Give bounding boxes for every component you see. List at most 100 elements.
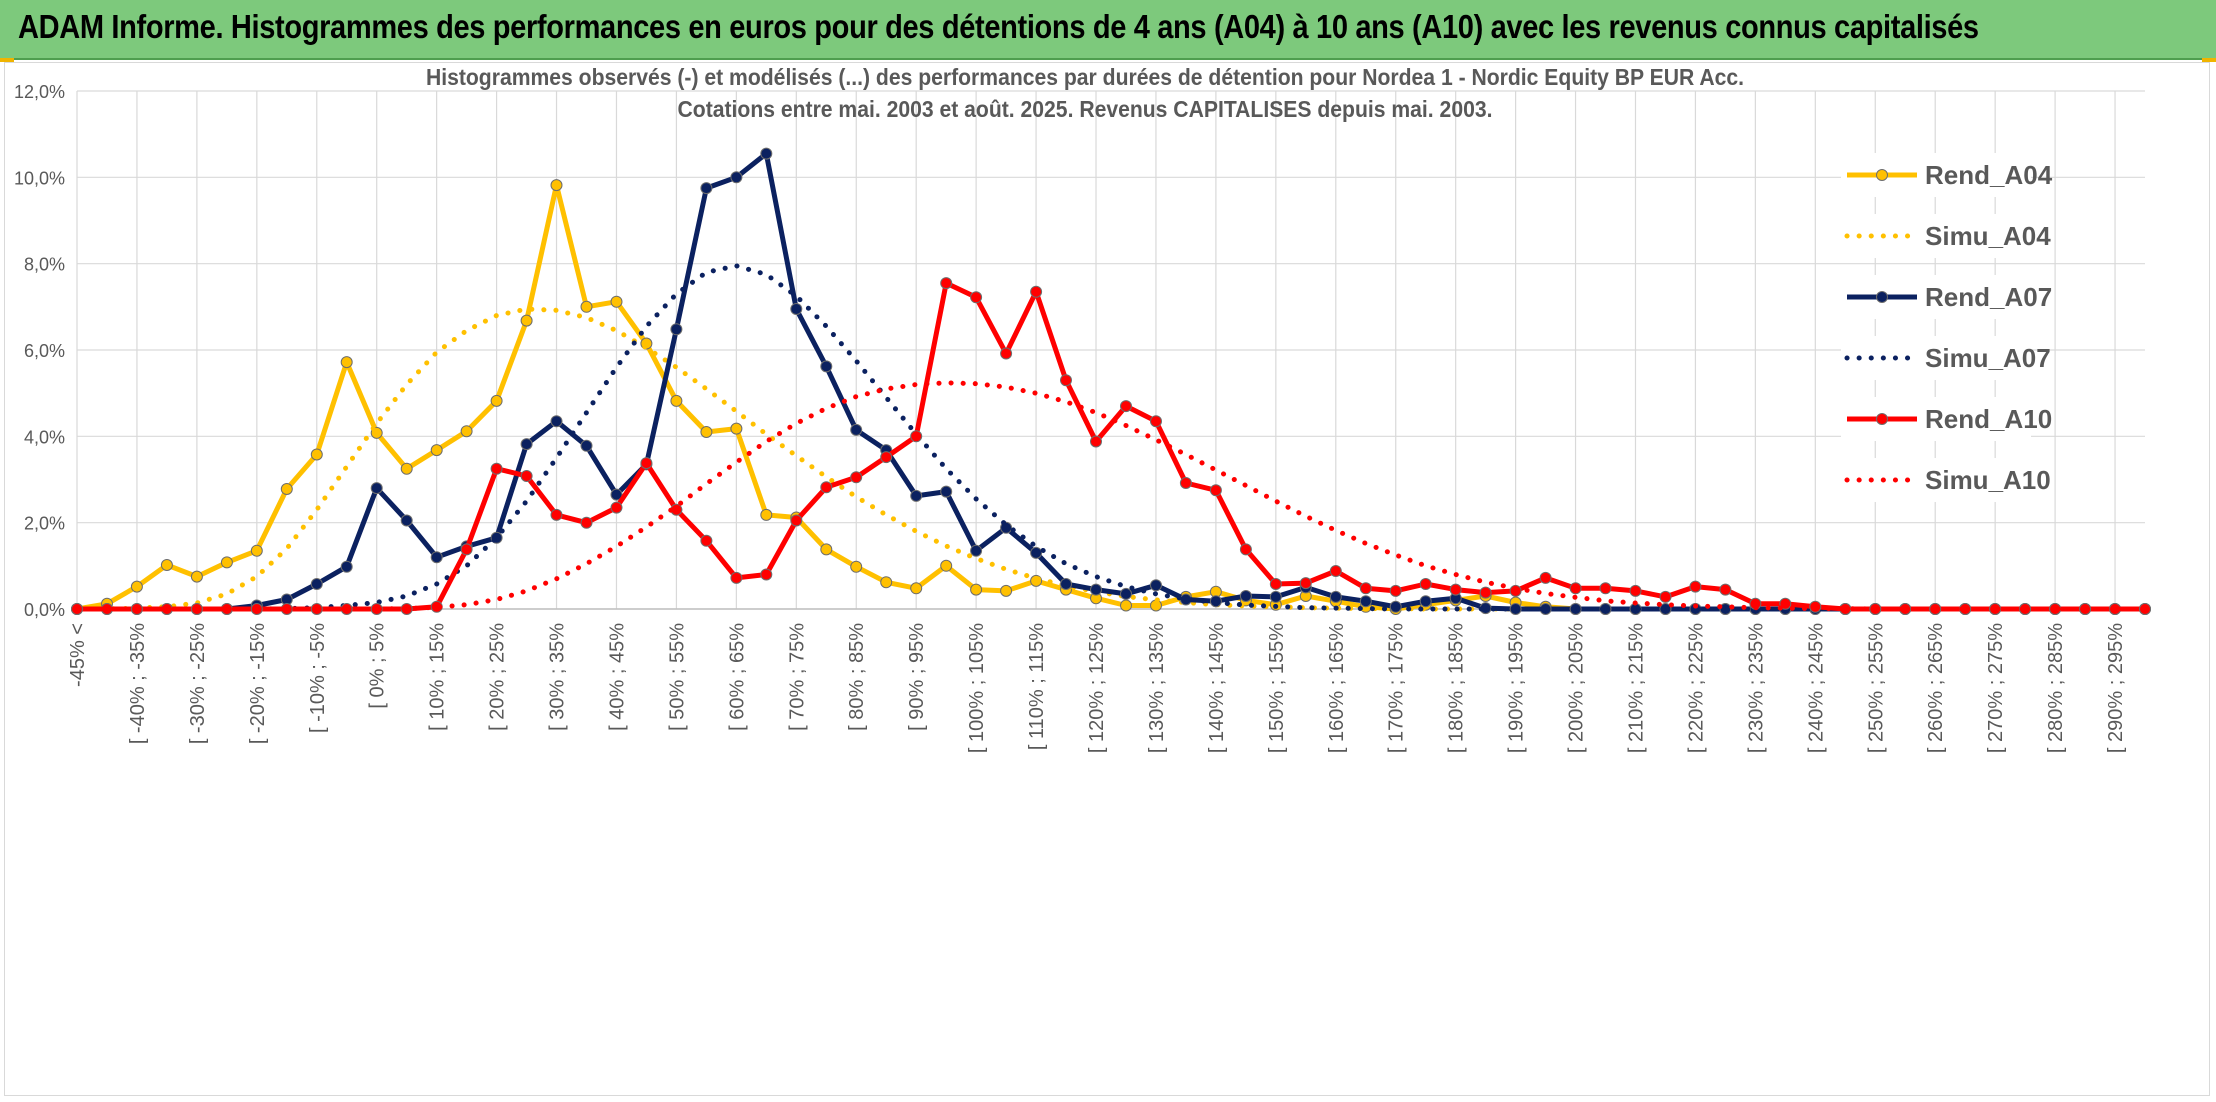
rend-a07-marker — [400, 514, 413, 527]
x-tick-label: [ 290% ; 295% — [2105, 623, 2127, 753]
series-layer — [71, 147, 2151, 615]
x-tick-label: [ 240% ; 245% — [1805, 623, 1827, 753]
rend-a07-marker — [370, 482, 383, 495]
y-axis-ticks: 0,0% 2,0% 4,0% 6,0% 8,0% 10,0% 12,0% — [14, 82, 65, 620]
rend-a10-marker — [880, 451, 893, 464]
chart-frame: 0,0% 2,0% 4,0% 6,0% 8,0% 10,0% 12,0% -45% < [ -… — [4, 62, 2210, 1096]
x-tick-label: [ 190% ; 195% — [1506, 623, 1528, 753]
rend-a07-marker — [310, 578, 323, 590]
rend-a07-marker — [1030, 546, 1043, 559]
legend-rend-a10-label: Rend_A10 — [1925, 404, 2052, 434]
rend-a10-marker — [760, 568, 773, 581]
rend-a10-marker — [1030, 285, 1043, 298]
simu-a07-line — [74, 263, 2148, 612]
rend-a10-marker — [520, 470, 533, 482]
rend-a10-marker — [460, 543, 473, 556]
y-tick-label: 4,0% — [24, 427, 65, 447]
rend-a10-marker — [1539, 571, 1552, 584]
rend-a10-marker — [1449, 583, 1462, 596]
rend-a04-marker — [970, 583, 983, 596]
legend: Rend_A04 Simu_A04 Rend_A07 Simu_A07 Rend_A10… — [1841, 153, 2053, 502]
rend-a07-marker — [730, 171, 743, 184]
rend-a10-marker — [370, 603, 383, 615]
x-tick-label: [ 10% ; 15% — [427, 623, 449, 731]
rend-a07-marker — [550, 415, 563, 428]
x-tick-label: [ 100% ; 105% — [966, 623, 988, 753]
rend-a04-marker — [250, 544, 263, 557]
y-tick-label: 12,0% — [14, 82, 65, 102]
rend-a10-marker — [1779, 597, 1792, 610]
x-tick-label: [ 70% ; 75% — [786, 623, 808, 731]
rend-a07-marker — [430, 551, 443, 564]
rend-a04-marker — [820, 543, 833, 556]
x-tick-label: [ 80% ; 85% — [846, 623, 868, 731]
rend-a10-line — [77, 280, 2145, 612]
x-tick-label: [ 20% ; 25% — [487, 623, 509, 731]
rend-a10-marker — [1000, 347, 1013, 360]
x-tick-label: [ 160% ; 165% — [1326, 623, 1348, 753]
x-tick-label: [ 120% ; 125% — [1086, 623, 1108, 753]
x-tick-label: [ 60% ; 65% — [726, 623, 748, 731]
rend-a04-marker — [850, 560, 863, 573]
rend-a10-marker — [490, 462, 503, 475]
rend-a10-marker — [730, 571, 743, 584]
rend-a10-marker — [1329, 565, 1342, 577]
rend-a07-marker — [760, 147, 773, 160]
legend-rend-a07-label: Rend_A07 — [1925, 282, 2052, 312]
x-tick-label: [ -40% ; -35% — [127, 623, 149, 744]
rend-a07-marker — [850, 423, 863, 436]
rend-a10-marker — [1120, 400, 1132, 413]
rend-a10-marker — [820, 481, 833, 494]
rend-a10-marker — [1719, 583, 1732, 596]
y-tick-label: 6,0% — [24, 341, 65, 361]
rend-a07-marker — [910, 489, 923, 502]
rend-a07-marker — [1090, 583, 1102, 596]
rend-a07-marker — [580, 439, 593, 452]
x-tick-label: [ 90% ; 95% — [906, 623, 928, 731]
rend-a07-marker — [340, 560, 353, 573]
rend-a04-marker — [160, 559, 173, 571]
rend-a10-marker — [1599, 582, 1612, 595]
rend-a07-marker — [970, 544, 983, 557]
rend-a10-marker — [940, 277, 953, 290]
rend-a04-marker — [400, 462, 413, 475]
x-tick-label: [ 260% ; 265% — [1925, 623, 1947, 753]
rend-a04-marker — [460, 425, 473, 438]
rend-a07-marker — [1359, 595, 1372, 608]
rend-a10-marker — [1629, 584, 1642, 597]
rend-a10-marker — [970, 291, 983, 304]
rend-a07-marker — [1269, 590, 1282, 603]
rend-a04-marker — [280, 483, 293, 495]
rend-a04-marker — [730, 422, 743, 435]
corner-marker-left — [0, 58, 14, 62]
gridlines — [76, 90, 2145, 610]
rend-a04-marker — [430, 444, 443, 457]
x-tick-label: [ 130% ; 135% — [1146, 623, 1168, 753]
rend-a10-marker — [1269, 578, 1282, 590]
rend-a04-marker — [610, 295, 623, 308]
rend-a10-marker — [910, 430, 923, 443]
x-tick-label: [ 50% ; 55% — [666, 623, 688, 731]
rend-a10-marker — [700, 534, 713, 547]
x-tick-label: [ 150% ; 155% — [1266, 623, 1288, 753]
x-tick-label: [ 30% ; 35% — [547, 623, 569, 731]
rend-a10-marker — [550, 508, 563, 521]
rend-a07-marker — [1239, 590, 1252, 602]
rend-a04-marker — [910, 582, 923, 595]
x-axis-ticks: -45% < [ -40% ; -35% [ -30% ; -25% [ -20% ;… — [67, 623, 2127, 753]
simu-a04-line — [74, 306, 2148, 612]
corner-marker-right — [2202, 58, 2216, 62]
x-tick-label: [ 230% ; 235% — [1745, 623, 1767, 753]
legend-simu-a10-label: Simu_A10 — [1925, 465, 2051, 495]
x-tick-label: [ 0% ; 5% — [367, 623, 389, 709]
rend-a10-marker — [1479, 586, 1492, 599]
rend-a10-marker — [1090, 435, 1102, 448]
chart-title: Histogrammes observés (-) et modélisés (… — [426, 64, 1744, 90]
rend-a04-marker — [940, 559, 953, 572]
rend-a07-marker — [820, 360, 833, 373]
y-tick-label: 10,0% — [14, 168, 65, 188]
rend-a04-marker — [520, 314, 533, 327]
rend-a04-marker — [700, 426, 713, 438]
line-chart: 0,0% 2,0% 4,0% 6,0% 8,0% 10,0% 12,0% -45% < [ -… — [14, 64, 2151, 753]
